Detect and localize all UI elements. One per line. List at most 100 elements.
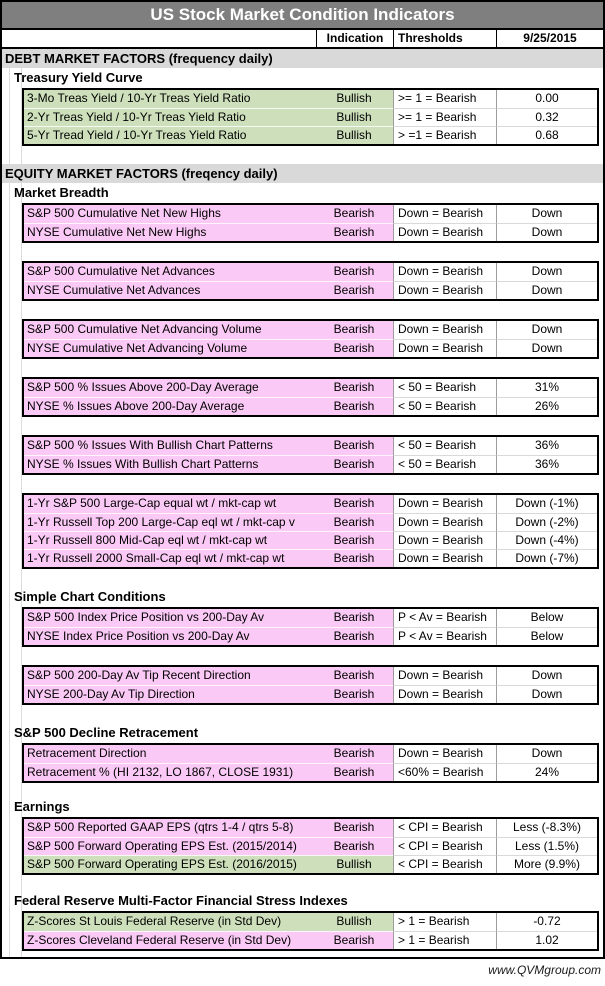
- value-cell: 36%: [496, 437, 597, 455]
- indication-cell: Bearish: [315, 931, 393, 949]
- spacer-row: [2, 705, 603, 723]
- indication-cell: Bearish: [315, 531, 393, 549]
- indicator-label-cell: Z-Scores St Louis Federal Reserve (in St…: [24, 913, 315, 931]
- indicator-label-cell: S&P 500 % Issues With Bullish Chart Patt…: [24, 437, 315, 455]
- indicator-label-cell: S&P 500 Reported GAAP EPS (qtrs 1-4 / qt…: [24, 819, 315, 837]
- threshold-cell: Down = Bearish: [393, 339, 496, 357]
- value-cell: 0.68: [496, 126, 597, 144]
- threshold-cell: >= 1 = Bearish: [393, 108, 496, 126]
- spacer-row: [2, 417, 603, 435]
- indicator-row: S&P 500 Index Price Position vs 200-Day …: [24, 609, 597, 627]
- indicator-row: Z-Scores Cleveland Federal Reserve (in S…: [24, 931, 597, 949]
- column-header-indication: Indication: [316, 30, 393, 47]
- indicator-row: Z-Scores St Louis Federal Reserve (in St…: [24, 913, 597, 931]
- threshold-cell: < 50 = Bearish: [393, 437, 496, 455]
- indicator-block: S&P 500 % Issues Above 200-Day Average Be…: [22, 377, 599, 417]
- indicator-row: S&P 500 % Issues Above 200-Day Average Be…: [24, 379, 597, 397]
- indicator-label-cell: 2-Yr Treas Yield / 10-Yr Treas Yield Rat…: [24, 108, 315, 126]
- section-subheader: Treasury Yield Curve: [14, 70, 143, 85]
- threshold-cell: Down = Bearish: [393, 281, 496, 299]
- indicator-label-cell: Z-Scores Cleveland Federal Reserve (in S…: [24, 931, 315, 949]
- value-cell: 31%: [496, 379, 597, 397]
- indication-cell: Bearish: [315, 609, 393, 627]
- indication-cell: Bullish: [315, 855, 393, 873]
- indicator-label-cell: NYSE Cumulative Net Advances: [24, 281, 315, 299]
- threshold-cell: Down = Bearish: [393, 531, 496, 549]
- indicator-row: S&P 500 % Issues With Bullish Chart Patt…: [24, 437, 597, 455]
- indication-cell: Bearish: [315, 379, 393, 397]
- indicator-row: 1-Yr Russell 2000 Small-Cap eql wt / mkt…: [24, 549, 597, 567]
- indication-cell: Bearish: [315, 549, 393, 567]
- indicator-label-cell: 1-Yr Russell 800 Mid-Cap eql wt / mkt-ca…: [24, 531, 315, 549]
- threshold-cell: Down = Bearish: [393, 685, 496, 703]
- indication-cell: Bullish: [315, 108, 393, 126]
- page-title: US Stock Market Condition Indicators: [2, 2, 603, 30]
- indication-cell: Bearish: [315, 437, 393, 455]
- indicator-row: S&P 500 Forward Operating EPS Est. (2016…: [24, 855, 597, 873]
- indicator-row: NYSE % Issues With Bullish Chart Pattern…: [24, 455, 597, 473]
- threshold-cell: Down = Bearish: [393, 205, 496, 223]
- indicator-row: 2-Yr Treas Yield / 10-Yr Treas Yield Rat…: [24, 108, 597, 126]
- indication-cell: Bearish: [315, 205, 393, 223]
- threshold-cell: <60% = Bearish: [393, 763, 496, 781]
- value-cell: Down: [496, 339, 597, 357]
- indicator-label-cell: NYSE Cumulative Net New Highs: [24, 223, 315, 241]
- indicator-label-cell: S&P 500 Cumulative Net Advances: [24, 263, 315, 281]
- value-cell: More (9.9%): [496, 855, 597, 873]
- section-band: EQUITY MARKET FACTORS (freqency daily): [2, 164, 603, 183]
- indicator-block: S&P 500 Reported GAAP EPS (qtrs 1-4 / qt…: [22, 817, 599, 875]
- threshold-cell: < CPI = Bearish: [393, 855, 496, 873]
- value-cell: Down (-1%): [496, 495, 597, 513]
- spacer-row: [2, 783, 603, 797]
- indicator-label-cell: NYSE Index Price Position vs 200-Day Av: [24, 627, 315, 645]
- indicator-row: NYSE Cumulative Net New Highs Bearish Down…: [24, 223, 597, 241]
- indicator-label-cell: S&P 500 Index Price Position vs 200-Day …: [24, 609, 315, 627]
- section-band: DEBT MARKET FACTORS (frequency daily): [2, 49, 603, 68]
- value-cell: Below: [496, 627, 597, 645]
- value-cell: Down: [496, 321, 597, 339]
- indication-cell: Bullish: [315, 126, 393, 144]
- indicator-row: S&P 500 Cumulative Net Advances Bearish Do…: [24, 263, 597, 281]
- threshold-cell: < CPI = Bearish: [393, 819, 496, 837]
- indicator-label-cell: S&P 500 Cumulative Net Advancing Volume: [24, 321, 315, 339]
- value-cell: 24%: [496, 763, 597, 781]
- threshold-cell: Down = Bearish: [393, 549, 496, 567]
- indicator-row: 5-Yr Tread Yield / 10-Yr Treas Yield Rat…: [24, 126, 597, 144]
- indicator-row: S&P 500 200-Day Av Tip Recent Direction B…: [24, 667, 597, 685]
- threshold-cell: Down = Bearish: [393, 745, 496, 763]
- indication-cell: Bearish: [315, 321, 393, 339]
- indicator-row: Retracement Direction Bearish Down = Beari…: [24, 745, 597, 763]
- indicator-block: S&P 500 Cumulative Net Advances Bearish Do…: [22, 261, 599, 301]
- indicator-row: S&P 500 Cumulative Net New Highs Bearish D…: [24, 205, 597, 223]
- threshold-cell: Down = Bearish: [393, 223, 496, 241]
- indicator-row: 1-Yr Russell 800 Mid-Cap eql wt / mkt-ca…: [24, 531, 597, 549]
- indicator-row: 1-Yr Russell Top 200 Large-Cap eql wt / …: [24, 513, 597, 531]
- indicator-label-cell: 1-Yr Russell 2000 Small-Cap eql wt / mkt…: [24, 549, 315, 567]
- indicator-block: S&P 500 Cumulative Net New Highs Bearish D…: [22, 203, 599, 243]
- indication-cell: Bullish: [315, 90, 393, 108]
- indicator-row: 3-Mo Treas Yield / 10-Yr Treas Yield Rat…: [24, 90, 597, 108]
- indication-cell: Bearish: [315, 495, 393, 513]
- indicator-row: NYSE Index Price Position vs 200-Day Av B…: [24, 627, 597, 645]
- threshold-cell: < 50 = Bearish: [393, 379, 496, 397]
- value-cell: Below: [496, 609, 597, 627]
- spreadsheet-sheet: US Stock Market Condition Indicators Ind…: [0, 0, 605, 959]
- spacer-row: [2, 875, 603, 891]
- indication-cell: Bearish: [315, 513, 393, 531]
- threshold-cell: Down = Bearish: [393, 321, 496, 339]
- indication-cell: Bearish: [315, 281, 393, 299]
- indicator-label-cell: S&P 500 Forward Operating EPS Est. (2015…: [24, 837, 315, 855]
- spacer-row: [2, 243, 603, 261]
- indicator-row: Retracement % (HI 2132, LO 1867, CLOSE 1…: [24, 763, 597, 781]
- value-cell: Down: [496, 223, 597, 241]
- indicator-block: 1-Yr S&P 500 Large-Cap equal wt / mkt-ca…: [22, 493, 599, 569]
- indication-cell: Bearish: [315, 627, 393, 645]
- indication-cell: Bullish: [315, 913, 393, 931]
- threshold-cell: Down = Bearish: [393, 667, 496, 685]
- value-cell: Down (-2%): [496, 513, 597, 531]
- value-cell: 0.00: [496, 90, 597, 108]
- indicator-row: NYSE Cumulative Net Advances Bearish Down …: [24, 281, 597, 299]
- threshold-cell: < 50 = Bearish: [393, 455, 496, 473]
- threshold-cell: P < Av = Bearish: [393, 609, 496, 627]
- indication-cell: Bearish: [315, 397, 393, 415]
